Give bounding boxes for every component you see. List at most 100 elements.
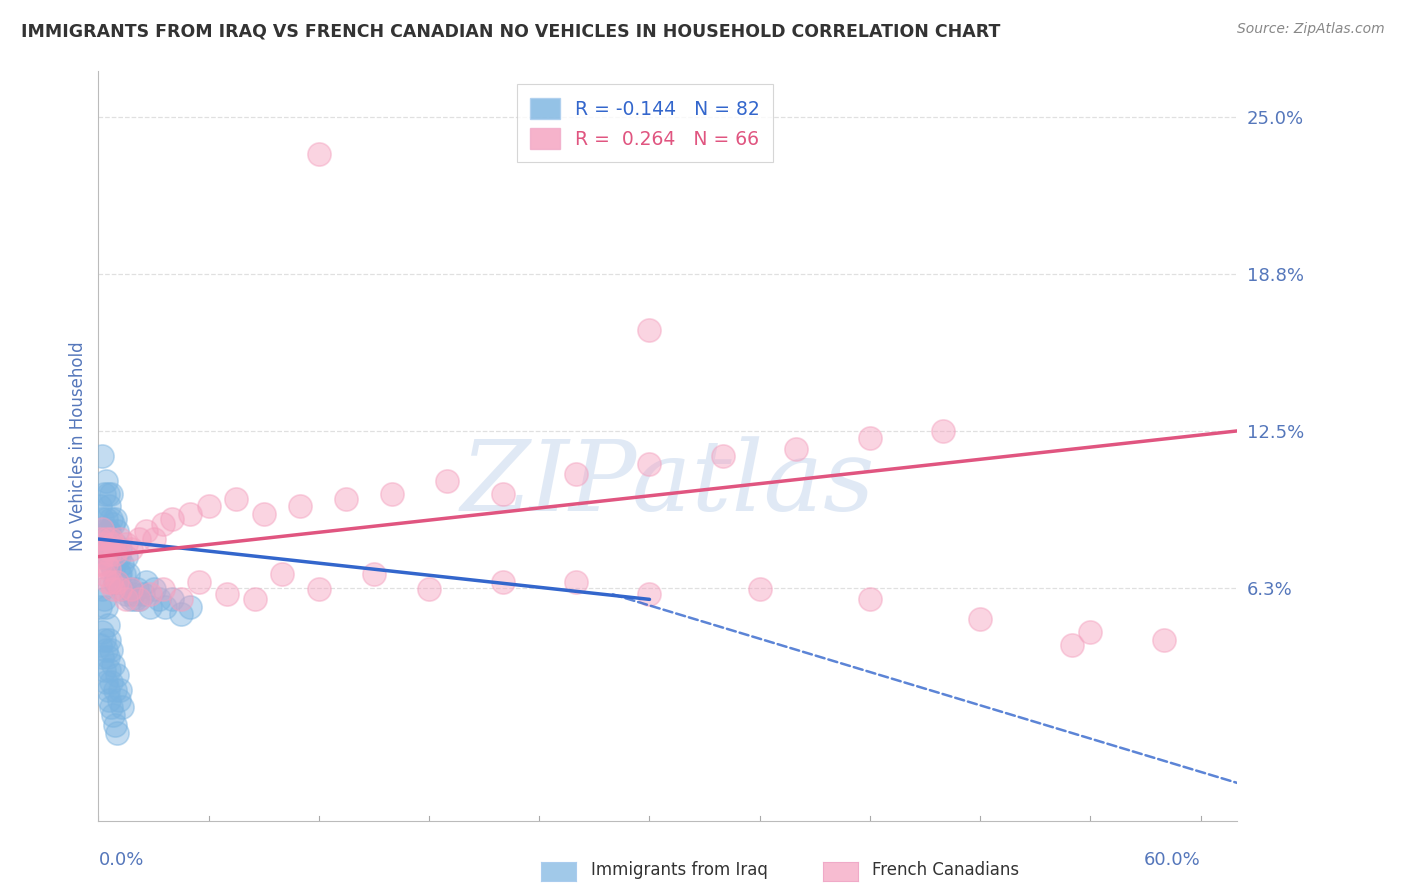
Point [110,682,132,697]
Point [107,693,129,707]
Point [89,557,111,571]
Point [100,557,122,571]
Point [91,650,114,665]
Point [93,524,115,539]
Point [100,487,122,501]
Point [104,537,127,551]
Point [98,547,121,561]
Point [128,592,150,607]
Point [225,491,247,506]
Point [105,725,128,739]
Point [98,562,121,576]
Point [118,582,141,597]
Point [932,424,955,438]
Point [104,512,127,526]
Text: 0.0%: 0.0% [98,851,143,869]
Point [121,592,143,607]
Point [100,700,122,714]
Point [112,567,135,582]
Point [98,500,121,514]
Point [179,599,201,614]
Point [89,599,111,614]
Point [565,467,588,481]
Point [93,537,115,551]
Point [1153,632,1175,647]
Point [98,632,121,647]
Point [100,512,122,526]
Point [101,542,124,557]
Point [1060,638,1083,652]
Point [98,663,121,677]
Point [98,693,121,707]
Point [111,582,134,597]
Point [100,574,122,589]
Point [436,474,458,488]
Point [97,542,120,557]
Point [110,582,132,597]
Point [97,574,120,589]
Point [89,638,111,652]
Point [105,668,128,682]
Point [128,532,150,546]
Point [148,592,170,607]
Point [110,532,132,546]
Point [308,582,330,597]
Point [785,442,807,456]
Point [101,657,124,672]
Point [91,512,114,526]
Point [94,642,117,657]
Point [565,574,588,589]
Point [100,532,122,546]
Point [335,491,357,506]
Point [152,516,174,531]
Point [859,592,882,607]
Text: Source: ZipAtlas.com: Source: ZipAtlas.com [1237,22,1385,37]
Point [139,587,162,601]
Point [197,500,219,514]
Point [104,547,127,561]
Point [104,682,127,697]
Point [110,542,132,557]
Point [363,567,385,582]
Point [135,574,157,589]
Point [100,675,122,690]
Point [100,537,122,551]
Point [97,617,120,632]
Point [94,599,117,614]
Point [94,512,117,526]
Point [131,587,153,601]
Point [107,549,129,564]
Point [859,432,882,446]
Point [125,582,148,597]
Point [215,587,238,601]
Point [308,147,330,161]
Point [748,582,770,597]
Point [115,592,138,607]
Point [97,487,120,501]
Point [91,522,114,536]
Point [93,487,115,501]
Point [105,549,128,564]
Point [111,557,134,571]
Point [152,582,174,597]
Point [179,507,201,521]
Point [115,587,138,601]
Point [170,607,193,622]
Point [418,582,440,597]
Point [160,512,183,526]
Point [160,592,183,607]
Point [94,675,117,690]
Point [107,567,129,582]
Text: ZIPatlas: ZIPatlas [461,436,875,531]
Point [94,537,117,551]
Point [93,567,115,582]
Point [491,487,513,501]
Point [142,532,165,546]
Text: French Canadians: French Canadians [872,861,1019,879]
Point [243,592,266,607]
Point [170,592,193,607]
Point [101,582,124,597]
Point [290,500,312,514]
Point [101,708,124,723]
Point [97,650,120,665]
